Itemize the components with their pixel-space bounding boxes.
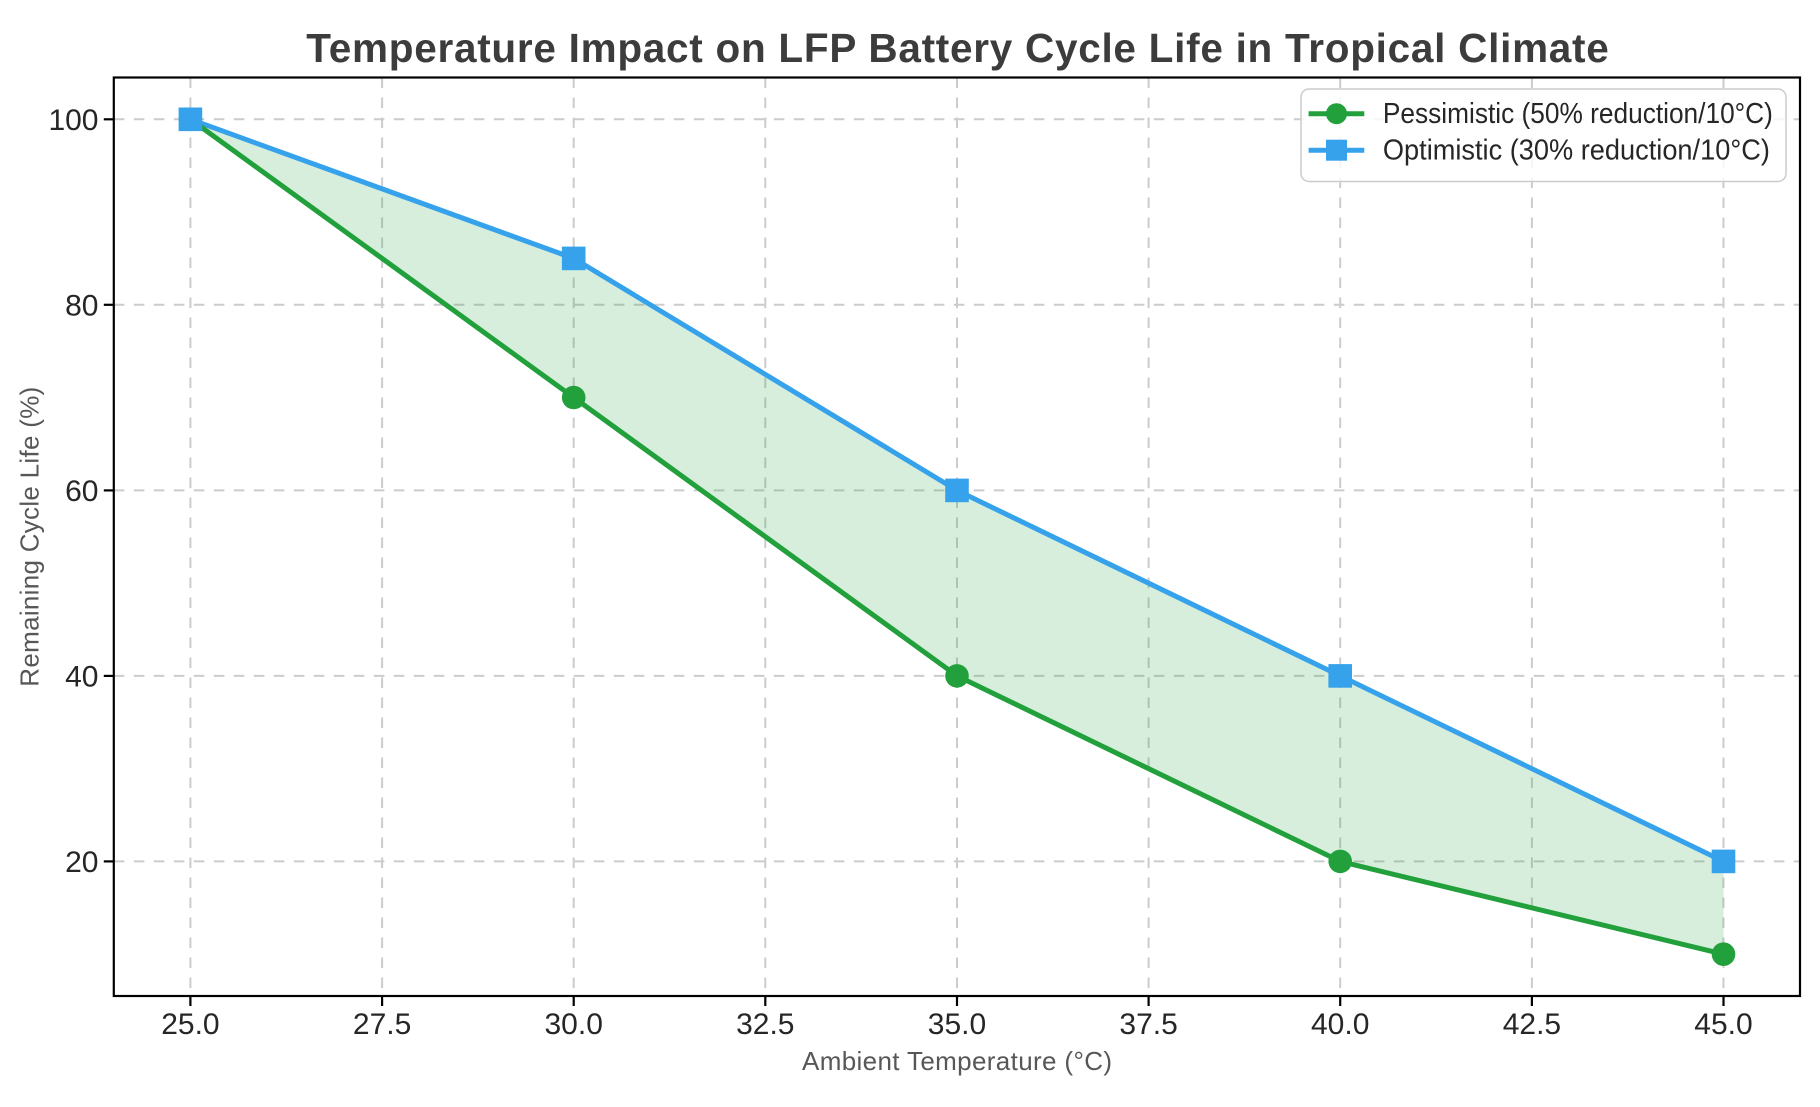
svg-text:37.5: 37.5 <box>1119 1008 1177 1041</box>
svg-text:Remaining Cycle Life (%): Remaining Cycle Life (%) <box>15 387 45 687</box>
svg-text:60: 60 <box>65 475 98 508</box>
svg-text:100: 100 <box>48 104 98 137</box>
svg-text:45.0: 45.0 <box>1694 1008 1752 1041</box>
svg-text:80: 80 <box>65 290 98 323</box>
svg-text:30.0: 30.0 <box>545 1008 603 1041</box>
svg-text:42.5: 42.5 <box>1503 1008 1561 1041</box>
svg-text:35.0: 35.0 <box>928 1008 986 1041</box>
svg-text:Pessimistic (50% reduction/10°: Pessimistic (50% reduction/10°C) <box>1383 98 1773 130</box>
svg-text:Optimistic (30% reduction/10°C: Optimistic (30% reduction/10°C) <box>1383 134 1770 166</box>
svg-text:25.0: 25.0 <box>161 1008 219 1041</box>
svg-text:32.5: 32.5 <box>736 1008 794 1041</box>
svg-text:27.5: 27.5 <box>353 1008 411 1041</box>
svg-text:20: 20 <box>65 846 98 879</box>
svg-text:40.0: 40.0 <box>1311 1008 1369 1041</box>
svg-text:Temperature Impact on LFP Batt: Temperature Impact on LFP Battery Cycle … <box>306 25 1609 71</box>
svg-text:Ambient Temperature (°C): Ambient Temperature (°C) <box>802 1046 1112 1076</box>
svg-text:40: 40 <box>65 661 98 694</box>
